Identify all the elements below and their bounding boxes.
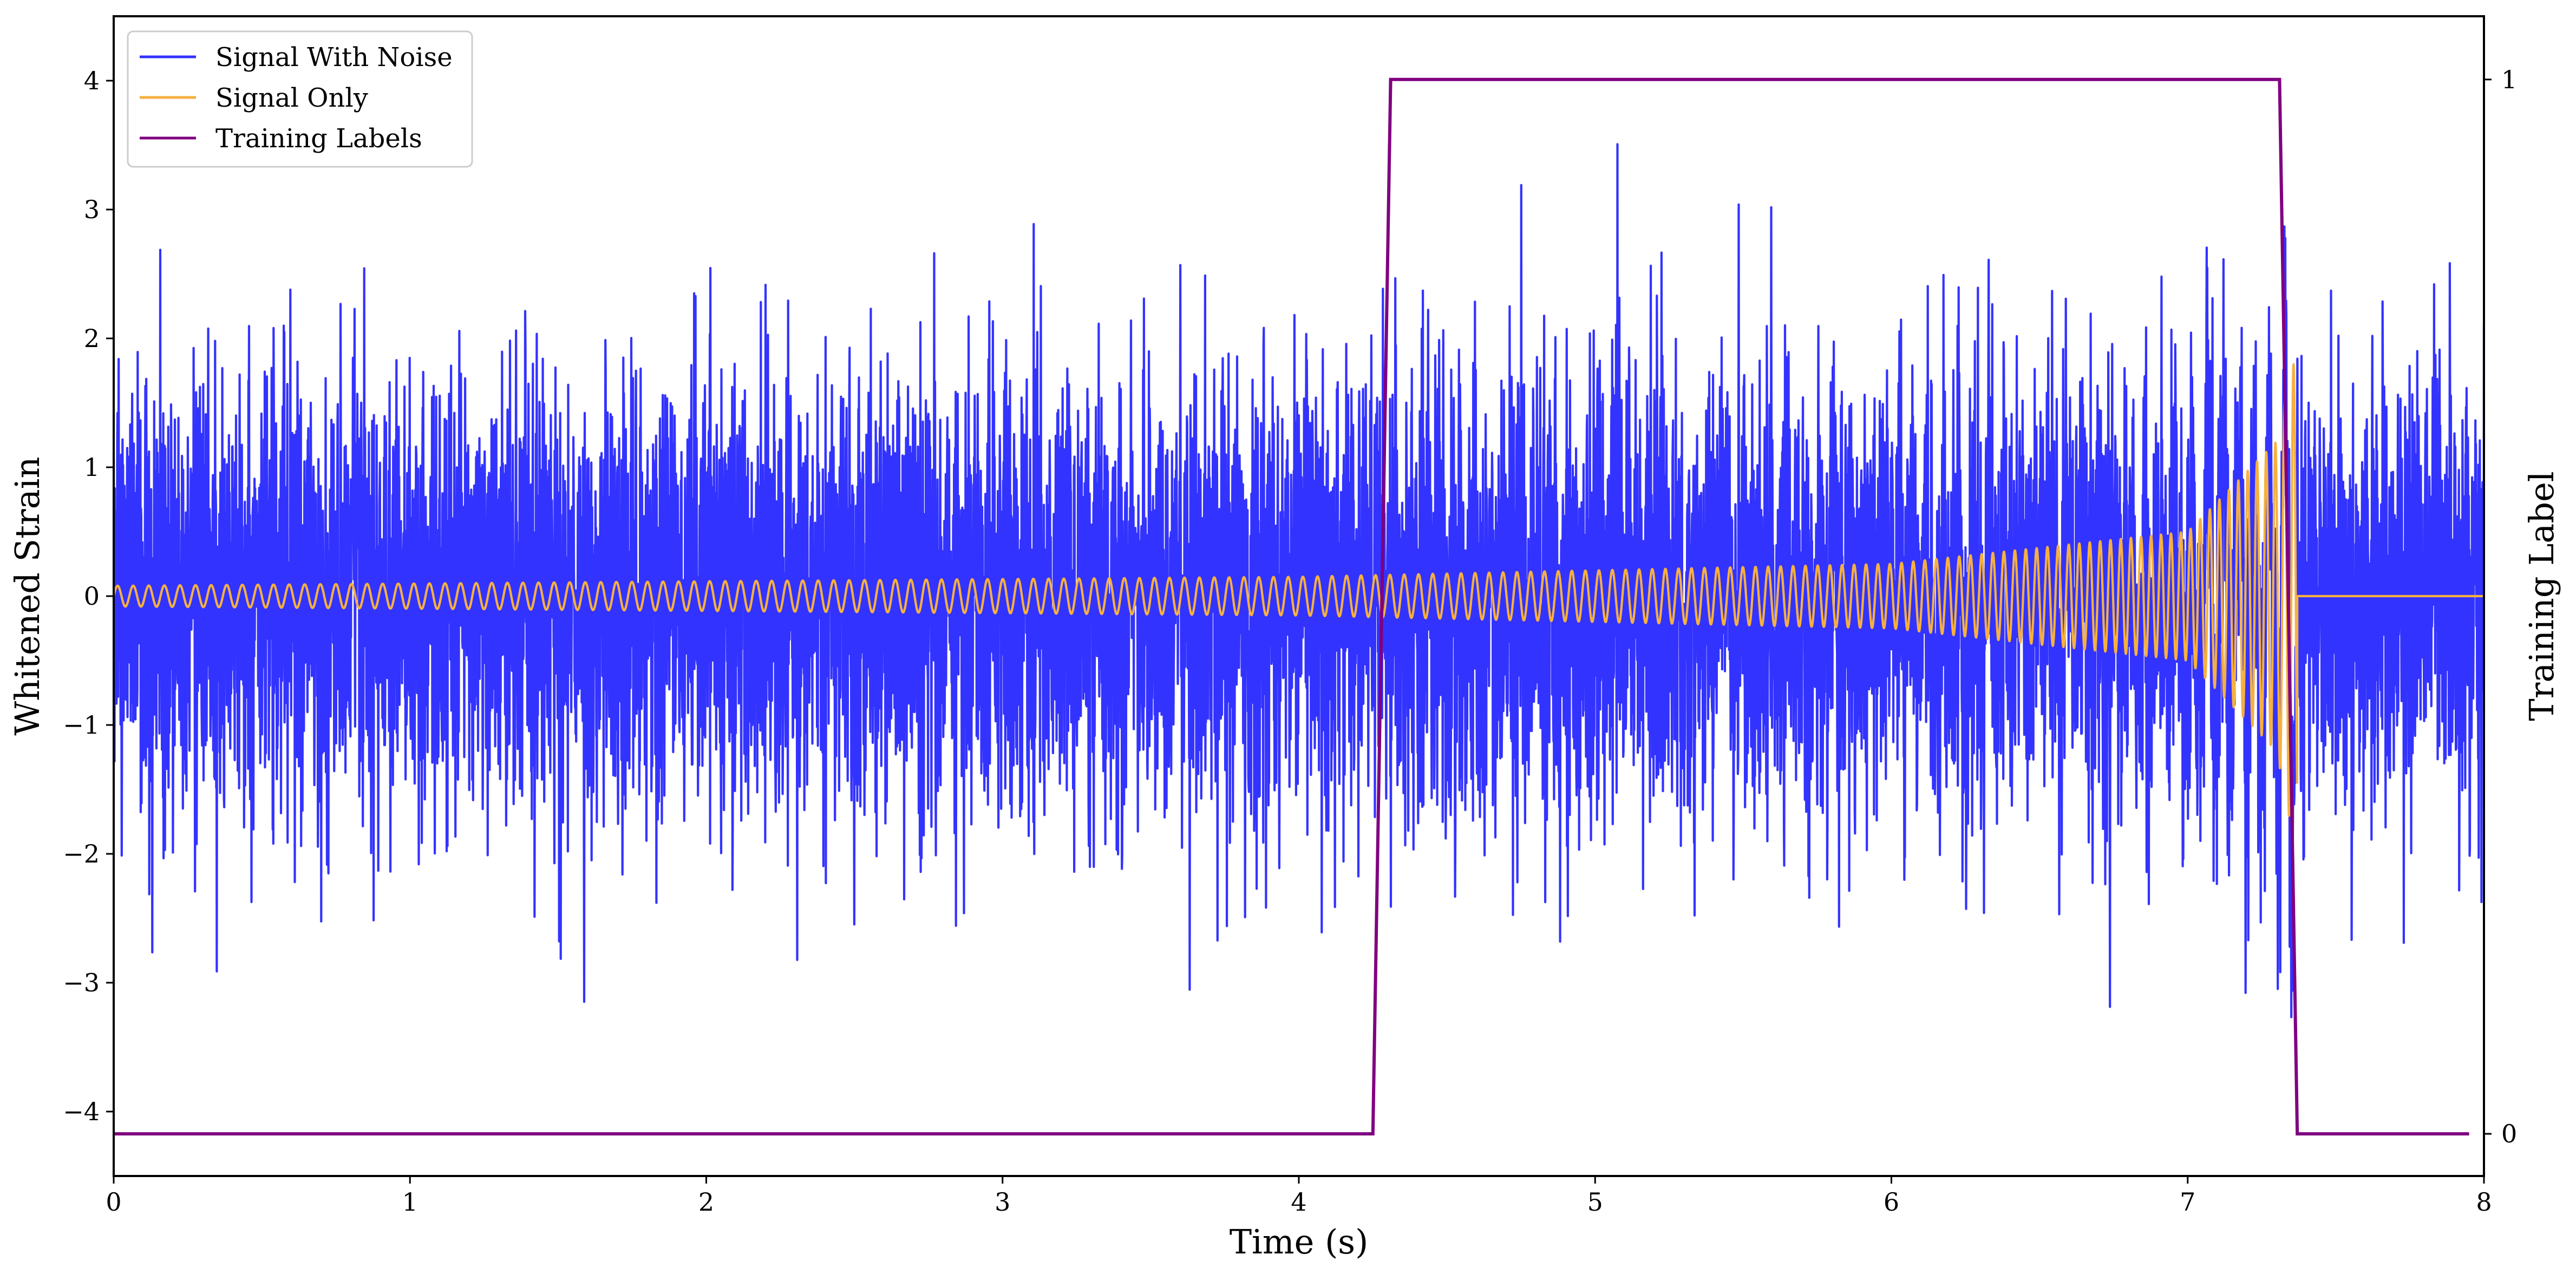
- x-tick-label: 7: [2180, 1187, 2195, 1217]
- y2-tick-label: 1: [2501, 65, 2517, 94]
- y-axis-right: 01: [2484, 65, 2517, 1148]
- y2-tick-label: 0: [2501, 1119, 2517, 1148]
- x-tick-label: 5: [1587, 1187, 1603, 1217]
- x-tick-label: 0: [106, 1187, 121, 1217]
- y-tick-label: −4: [63, 1097, 100, 1126]
- legend-box: [127, 30, 473, 168]
- y-tick-label: −3: [63, 968, 100, 997]
- x-tick-label: 6: [1884, 1187, 1899, 1217]
- y-tick-label: −2: [63, 839, 100, 868]
- x-tick-label: 4: [1291, 1187, 1306, 1217]
- y-tick-label: 2: [84, 324, 100, 353]
- x-tick-label: 3: [995, 1187, 1010, 1217]
- y-tick-label: 3: [84, 195, 100, 224]
- y-axis-label: Whitened Strain: [8, 457, 47, 736]
- series-line-training-labels: [114, 77, 2469, 1136]
- y-tick-label: 4: [84, 66, 100, 95]
- legend-label-signal-only: Signal Only: [215, 83, 368, 113]
- legend-label-training-labels: Training Labels: [215, 123, 422, 154]
- legend: Signal With Noise Signal Only Training L…: [127, 30, 473, 168]
- y-tick-label: 0: [84, 582, 100, 611]
- x-tick-label: 8: [2476, 1187, 2492, 1217]
- x-tick-label: 2: [698, 1187, 714, 1217]
- y-tick-label: 1: [84, 453, 100, 482]
- y-axis-left: −4 −3 −2 −1 0 1 2 3 4: [63, 66, 114, 1126]
- legend-label-signal-with-noise: Signal With Noise: [215, 42, 453, 73]
- x-tick-label: 1: [402, 1187, 418, 1217]
- series-line-signal-with-noise: [114, 143, 2484, 1018]
- y-tick-label: −1: [63, 710, 100, 740]
- x-axis: 0 1 2 3 4 5 6 7 8: [106, 1176, 2492, 1217]
- y2-axis-label: Training Label: [2522, 471, 2561, 721]
- x-axis-label: Time (s): [1230, 1222, 1369, 1262]
- series-line-signal-only: [114, 363, 2484, 817]
- plot-area: [114, 77, 2484, 1136]
